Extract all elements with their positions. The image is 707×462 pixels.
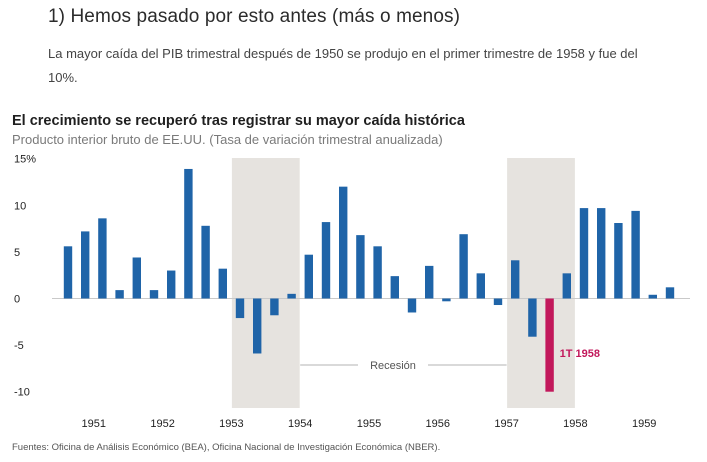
bar-1954t2 [287,293,296,299]
bar-1959t4 [665,287,675,299]
bar-1956t1 [407,298,417,313]
bar-1958t2 [562,273,571,299]
y-tick-label: -5 [14,340,24,352]
chart-title: El crecimiento se recuperó tras registra… [12,113,465,129]
x-year-label: 1953 [219,418,243,430]
bar-1955t1 [339,186,348,299]
bar-1951t1 [63,246,73,299]
x-year-label: 1951 [82,418,106,430]
bar-1958t4 [597,208,606,299]
bar-1957t4 [528,298,537,337]
bar-1956t3 [442,298,451,302]
y-tick-label: 0 [14,294,20,306]
x-year-label: 1952 [150,418,174,430]
x-year-label: 1957 [494,418,518,430]
bar-1955t2 [356,235,365,299]
bar-1957t2 [493,298,503,306]
bar-1958t3 [579,208,589,299]
y-tick-label: 10 [14,200,26,212]
bar-1953t1 [201,225,210,299]
bar-1959t2 [631,210,640,299]
bar-1954t4 [321,222,331,299]
bar-1952t2 [149,290,159,299]
x-year-label: 1954 [288,418,312,430]
bar-1959t3 [648,294,657,299]
x-year-label: 1958 [563,418,587,430]
y-tick-label: -10 [14,387,30,399]
bar-1953t4 [253,298,262,354]
bar-1951t2 [81,231,90,299]
bar-1951t4 [115,290,124,299]
y-tick-label: 15% [14,154,36,166]
y-tick-label: 5 [14,247,20,259]
bar-1952t1 [132,257,141,299]
page-subtitle: La mayor caída del PIB trimestral despué… [48,46,638,85]
chart-subtitle: Producto interior bruto de EE.UU. (Tasa … [12,132,443,147]
source-note: Fuentes: Oficina de Análisis Económico (… [12,442,441,453]
bar-1955t3 [373,246,382,299]
bar-1957t3 [511,260,520,299]
bar-1959t1 [614,223,623,299]
recession-label: Recesión [370,360,416,372]
bar-1957t1 [476,273,485,299]
bar-1956t2 [425,265,434,299]
bar-1953t2 [218,268,227,299]
bar-1953t3 [235,298,245,319]
bar-1951t3 [98,218,107,299]
bar-1954t1 [270,298,279,316]
bar-1952t3 [167,270,176,299]
bar-1956t4 [459,234,468,299]
x-year-label: 1956 [426,418,450,430]
highlight-label: 1T 1958 [560,348,600,360]
page-title: 1) Hemos pasado por esto antes (más o me… [48,6,461,27]
bar-highlight-1958q1 [545,298,554,392]
bar-1952t4 [184,168,193,299]
recession-band-1 [231,158,300,408]
x-year-label: 1959 [632,418,656,430]
bar-1955t4 [390,276,399,299]
bar-1954t3 [304,254,313,299]
x-year-label: 1955 [357,418,381,430]
